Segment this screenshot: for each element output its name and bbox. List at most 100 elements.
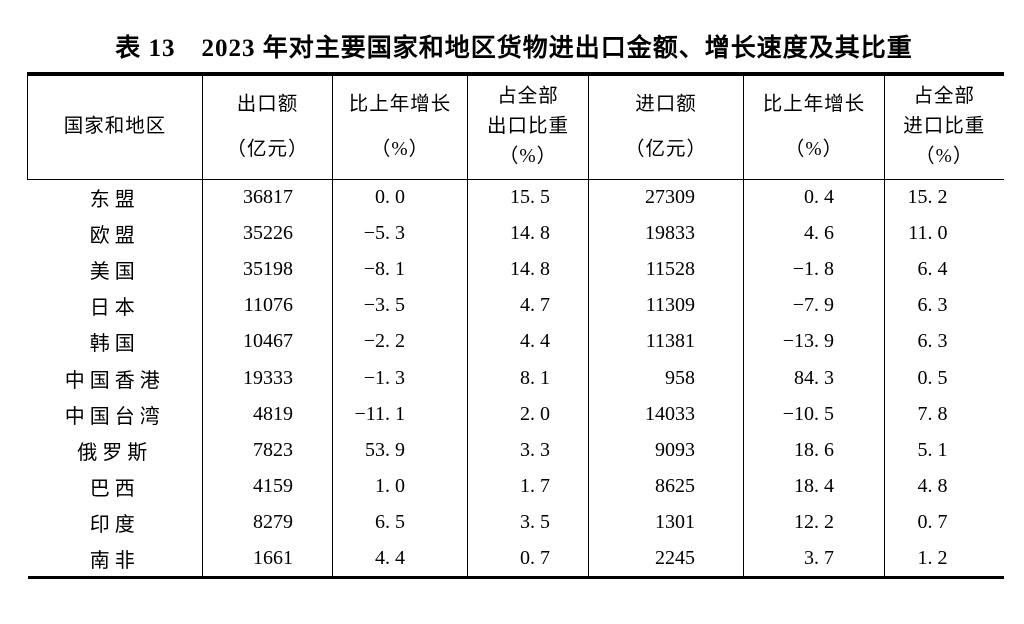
- value-cell-export_value: 11076: [202, 287, 333, 324]
- table-row: 美国 35198 −8. 1 14. 8 11528 −1. 8 6. 4: [28, 251, 1004, 288]
- value-cell-export_growth: 1. 0: [332, 468, 468, 505]
- table-row: 中国香港 19333 −1. 3 8. 1 958 84. 3 0. 5: [28, 359, 1004, 397]
- region-cell: 中国台湾: [64, 405, 165, 428]
- value-cell-import_share: 6. 4: [884, 251, 1004, 288]
- value-cell-export_value: 10467: [202, 323, 333, 360]
- table-row: 欧盟 35226 −5. 3 14. 8 19833 4. 6 11. 0: [28, 215, 1004, 252]
- value-cell-import_share: 6. 3: [884, 323, 1004, 360]
- value-cell-export_share: 0. 7: [467, 540, 589, 578]
- value-cell-export_growth: −8. 1: [332, 251, 468, 288]
- region-cell: 韩国: [89, 333, 140, 356]
- column-header-line: 比上年增长: [762, 94, 866, 116]
- table-body: 东盟 36817 0. 0 15. 5 27309 0. 4 15. 2 欧盟 35226 −5.…: [28, 179, 1004, 578]
- value-cell-import_growth: −7. 9: [743, 287, 885, 324]
- region-cell: 日本: [89, 297, 140, 320]
- value-cell-import_growth: 18. 4: [743, 468, 885, 505]
- value-cell-import_growth: 18. 6: [743, 432, 885, 469]
- region-cell: 欧盟: [89, 224, 140, 247]
- value-cell-import_value: 9093: [588, 432, 744, 469]
- value-cell-export_share: 3. 5: [467, 504, 589, 541]
- table-row: 巴西 4159 1. 0 1. 7 8625 18. 4 4. 8: [28, 468, 1004, 505]
- table-row: 韩国 10467 −2. 2 4. 4 11381 −13. 9 6. 3: [28, 323, 1004, 360]
- value-cell-export_value: 7823: [202, 432, 333, 469]
- value-cell-export_value: 4159: [202, 468, 333, 505]
- table-row: 日本 11076 −3. 5 4. 7 11309 −7. 9 6. 3: [28, 287, 1004, 324]
- region-cell: 俄罗斯: [77, 441, 153, 464]
- value-cell-import_growth: 84. 3: [743, 359, 885, 397]
- value-cell-import_growth: −10. 5: [743, 396, 885, 433]
- value-cell-import_share: 11. 0: [884, 215, 1004, 252]
- column-header-import_value: 进口额 （亿元）: [588, 74, 744, 180]
- value-cell-import_value: 19833: [588, 215, 744, 252]
- value-cell-export_value: 4819: [202, 396, 333, 433]
- column-header-line: 进口比重: [903, 116, 986, 138]
- column-header-line: （亿元）: [624, 139, 707, 161]
- value-cell-import_value: 11528: [588, 251, 744, 288]
- value-cell-import_share: 15. 2: [884, 179, 1004, 216]
- column-header-line: 出口额: [236, 94, 299, 116]
- value-cell-import_share: 0. 7: [884, 504, 1004, 541]
- column-header-line: 国家和地区: [63, 116, 167, 138]
- value-cell-import_share: 5. 1: [884, 432, 1004, 469]
- column-header-line: （%）: [498, 146, 558, 168]
- column-header-line: （%）: [784, 139, 844, 161]
- value-cell-export_share: 4. 4: [467, 323, 589, 360]
- value-cell-import_value: 14033: [588, 396, 744, 433]
- value-cell-export_share: 4. 7: [467, 287, 589, 324]
- value-cell-import_growth: −13. 9: [743, 323, 885, 360]
- value-cell-import_growth: 3. 7: [743, 540, 885, 578]
- column-header-line: （%）: [915, 146, 974, 168]
- table-row: 印度 8279 6. 5 3. 5 1301 12. 2 0. 7: [28, 504, 1004, 541]
- trade-table: 国家和地区 出口额 （亿元） 比上年增长 （%） 占全部 出口比重 （%） 进口额 （亿元） 比上年…: [27, 72, 1004, 579]
- region-cell: 巴西: [89, 478, 140, 501]
- table-title: 表 13 2023 年对主要国家和地区货物进出口金额、增长速度及其比重: [115, 35, 913, 62]
- column-header-export_share: 占全部 出口比重 （%）: [467, 74, 589, 180]
- column-header-line: （%）: [370, 139, 430, 161]
- value-cell-import_value: 8625: [588, 468, 744, 505]
- value-cell-export_value: 19333: [202, 359, 333, 397]
- column-header-export_growth: 比上年增长 （%）: [332, 74, 468, 180]
- value-cell-export_growth: 4. 4: [332, 540, 468, 578]
- table-row: 中国台湾 4819 −11. 1 2. 0 14033 −10. 5 7. 8: [28, 396, 1004, 433]
- value-cell-import_value: 1301: [588, 504, 744, 541]
- value-cell-import_value: 11309: [588, 287, 744, 324]
- value-cell-export_share: 14. 8: [467, 251, 589, 288]
- region-cell: 印度: [89, 514, 140, 537]
- column-header-line: 出口比重: [486, 116, 569, 138]
- value-cell-export_growth: −5. 3: [332, 215, 468, 252]
- value-cell-export_growth: 6. 5: [332, 504, 468, 541]
- column-header-line: （亿元）: [226, 139, 309, 161]
- value-cell-export_value: 1661: [202, 540, 333, 578]
- value-cell-export_growth: −1. 3: [332, 359, 468, 397]
- value-cell-import_value: 2245: [588, 540, 744, 578]
- value-cell-export_share: 14. 8: [467, 215, 589, 252]
- region-cell: 美国: [89, 260, 140, 283]
- table-row: 南非 1661 4. 4 0. 7 2245 3. 7 1. 2: [28, 540, 1004, 578]
- value-cell-export_share: 2. 0: [467, 396, 589, 433]
- value-cell-import_growth: −1. 8: [743, 251, 885, 288]
- value-cell-export_share: 1. 7: [467, 468, 589, 505]
- value-cell-export_growth: −2. 2: [332, 323, 468, 360]
- region-cell: 南非: [89, 549, 140, 572]
- value-cell-export_growth: 53. 9: [332, 432, 468, 469]
- value-cell-import_growth: 0. 4: [743, 179, 885, 216]
- value-cell-import_value: 11381: [588, 323, 744, 360]
- column-header-line: 比上年增长: [348, 94, 452, 116]
- table-row: 俄罗斯 7823 53. 9 3. 3 9093 18. 6 5. 1: [28, 432, 1004, 469]
- value-cell-import_growth: 12. 2: [743, 504, 885, 541]
- value-cell-import_share: 1. 2: [884, 540, 1004, 578]
- value-cell-export_growth: −3. 5: [332, 287, 468, 324]
- value-cell-export_value: 35198: [202, 251, 333, 288]
- value-cell-export_share: 15. 5: [467, 179, 589, 216]
- region-cell: 中国香港: [64, 369, 165, 392]
- value-cell-import_share: 7. 8: [884, 396, 1004, 433]
- value-cell-export_value: 35226: [202, 215, 333, 252]
- header-row: 国家和地区 出口额 （亿元） 比上年增长 （%） 占全部 出口比重 （%） 进口额 （亿元） 比上年…: [27, 74, 1004, 180]
- value-cell-import_value: 27309: [588, 179, 744, 216]
- value-cell-export_share: 8. 1: [467, 359, 589, 397]
- value-cell-export_value: 36817: [202, 179, 333, 216]
- column-header-import_share: 占全部 进口比重 （%）: [884, 74, 1004, 180]
- value-cell-export_growth: 0. 0: [332, 179, 468, 216]
- column-header-line: 进口额: [635, 94, 697, 116]
